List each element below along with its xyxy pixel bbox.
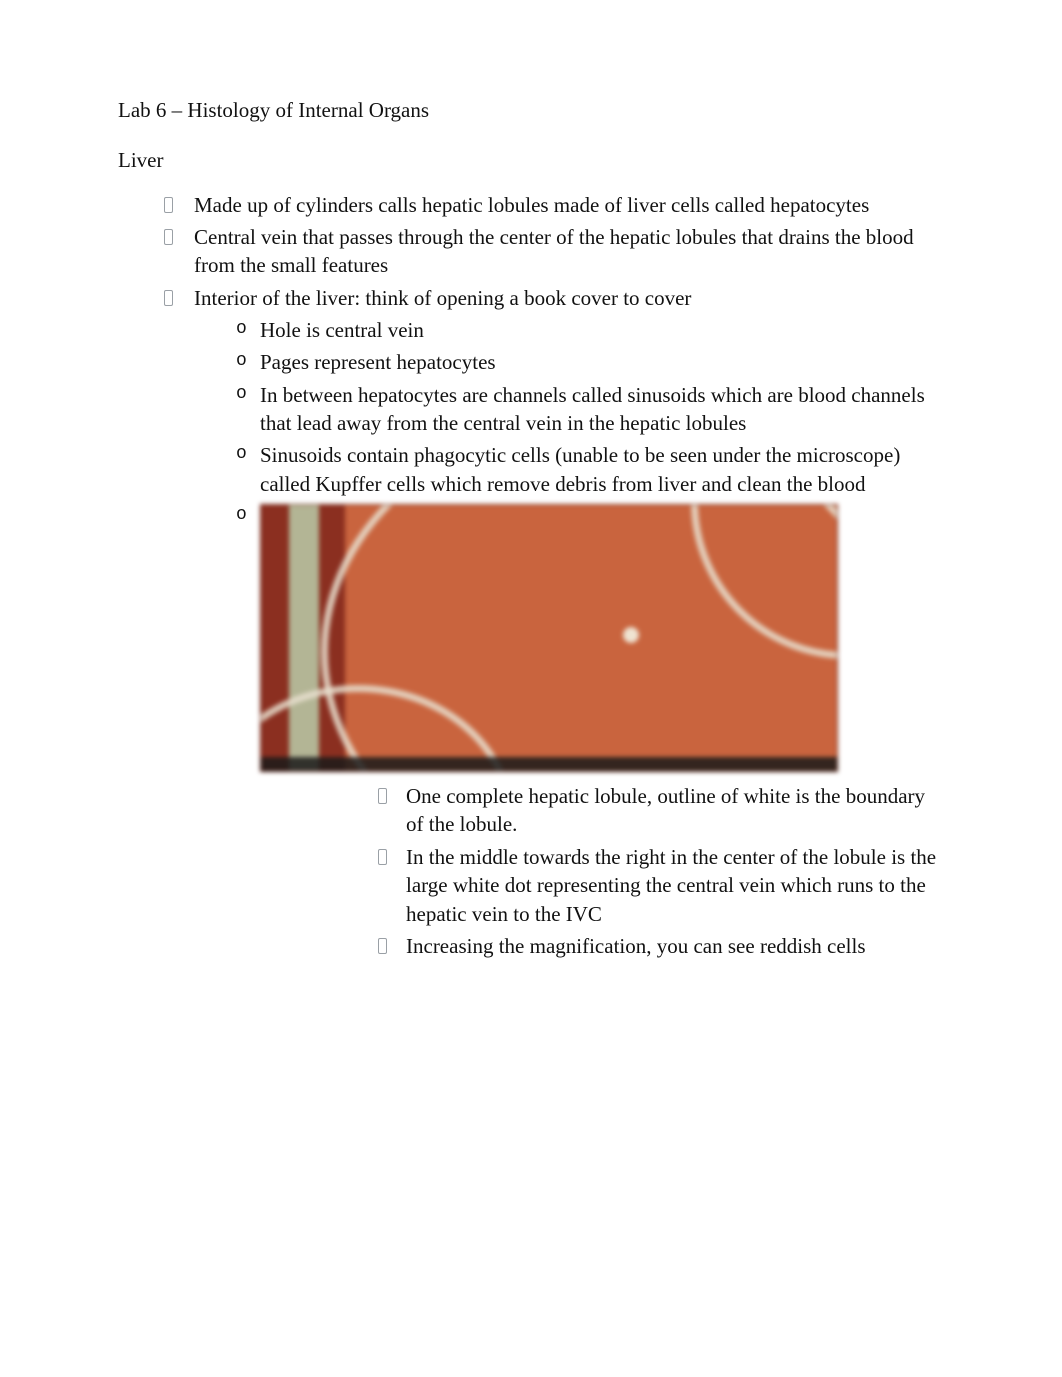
- list-item: Central vein that passes through the cen…: [164, 223, 944, 280]
- list-item: Pages represent hepatocytes: [236, 348, 944, 376]
- list-item: In between hepatocytes are channels call…: [236, 381, 944, 438]
- list-item-text: Pages represent hepatocytes: [260, 350, 496, 374]
- list-item-text: Interior of the liver: think of opening …: [194, 286, 691, 310]
- liver-histology-image: [260, 504, 838, 772]
- list-item: Sinusoids contain phagocytic cells (unab…: [236, 441, 944, 498]
- list-item-text: Increasing the magnification, you can se…: [406, 934, 866, 958]
- list-item-image: One complete hepatic lobule, outline of …: [236, 502, 944, 960]
- document-page: Lab 6 – Histology of Internal Organs Liv…: [0, 0, 1062, 1377]
- list-item: One complete hepatic lobule, outline of …: [378, 782, 944, 839]
- bullet-list-level1: Made up of cylinders calls hepatic lobul…: [118, 191, 944, 961]
- central-vein-dot: [623, 627, 639, 643]
- list-item: Interior of the liver: think of opening …: [164, 284, 944, 960]
- bullet-list-level3: One complete hepatic lobule, outline of …: [260, 782, 944, 960]
- list-item-text: In the middle towards the right in the c…: [406, 845, 936, 926]
- list-item-text: Made up of cylinders calls hepatic lobul…: [194, 193, 869, 217]
- bullet-list-level2: Hole is central vein Pages represent hep…: [194, 316, 944, 960]
- list-item: Hole is central vein: [236, 316, 944, 344]
- list-item: Increasing the magnification, you can se…: [378, 932, 944, 960]
- page-title: Lab 6 – Histology of Internal Organs: [118, 96, 944, 124]
- image-bottom-bar: [261, 757, 837, 771]
- list-item-text: Sinusoids contain phagocytic cells (unab…: [260, 443, 900, 495]
- list-item-text: One complete hepatic lobule, outline of …: [406, 784, 925, 836]
- list-item-text: Central vein that passes through the cen…: [194, 225, 914, 277]
- list-item-text: Hole is central vein: [260, 318, 424, 342]
- section-heading-liver: Liver: [118, 146, 944, 174]
- list-item: Made up of cylinders calls hepatic lobul…: [164, 191, 944, 219]
- list-item: In the middle towards the right in the c…: [378, 843, 944, 928]
- list-item-text: In between hepatocytes are channels call…: [260, 383, 925, 435]
